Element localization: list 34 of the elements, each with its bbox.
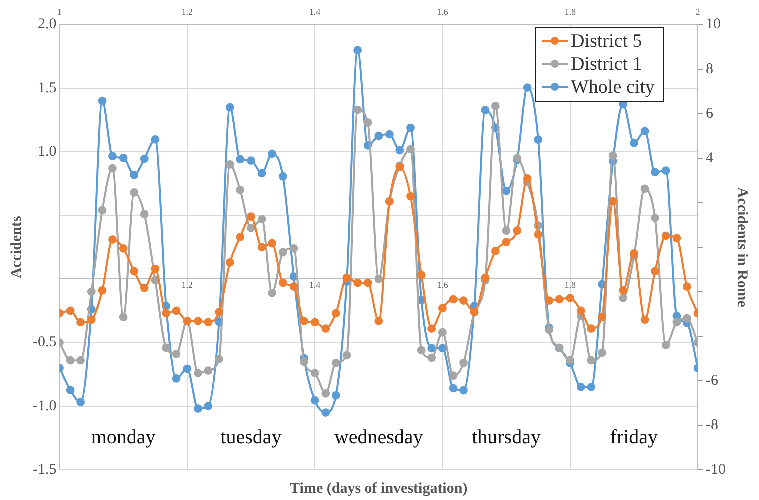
- x-tick-label: 1.4: [309, 280, 322, 290]
- y-tick-label: -1.0: [32, 398, 57, 414]
- y-tick-label: 2.0: [38, 16, 57, 33]
- x2-tick-label: 1.4: [309, 6, 322, 17]
- legend-label: District 5: [571, 30, 642, 53]
- y2-tick-label: 6: [706, 106, 714, 122]
- annotation: tuesday: [220, 426, 282, 449]
- y-axis-title: Accidents: [8, 216, 25, 279]
- annotation: thursday: [472, 426, 541, 449]
- y2-tick-label: -10: [706, 462, 726, 478]
- x-tick-label: 1.8: [564, 280, 576, 290]
- annotation: friday: [610, 426, 658, 449]
- x2-tick-label: 1.2: [182, 6, 194, 17]
- annotation: wednesday: [334, 426, 424, 449]
- y2-tick-label: 8: [706, 61, 714, 78]
- x-tick-label: 1.2: [182, 280, 194, 290]
- x2-tick-label: 2: [696, 6, 700, 17]
- x2-tick-label: 1: [57, 6, 62, 17]
- legend-label: Whole city: [571, 76, 655, 99]
- y-tick-label: -1.5: [32, 462, 57, 478]
- y2-axis-title: Accidents in Rome: [734, 187, 750, 308]
- y-tick-label: 1.0: [38, 144, 57, 160]
- y-tick-label: -0.5: [32, 334, 57, 351]
- x-axis-title: Time (days of investigation): [290, 480, 468, 497]
- x-tick-label: 1.6: [437, 280, 449, 290]
- y2-tick-label: -6: [706, 372, 719, 389]
- x2-tick-label: 1.6: [437, 6, 449, 17]
- y2-tick-label: -8: [706, 417, 719, 434]
- y2-tick-label: 4: [706, 150, 714, 166]
- y-tick-label: 1.5: [38, 80, 57, 96]
- y2-tick-label: 10: [706, 16, 722, 33]
- x2-tick-label: 1.8: [564, 6, 576, 17]
- annotation: monday: [91, 426, 156, 449]
- legend-label: District 1: [571, 52, 642, 76]
